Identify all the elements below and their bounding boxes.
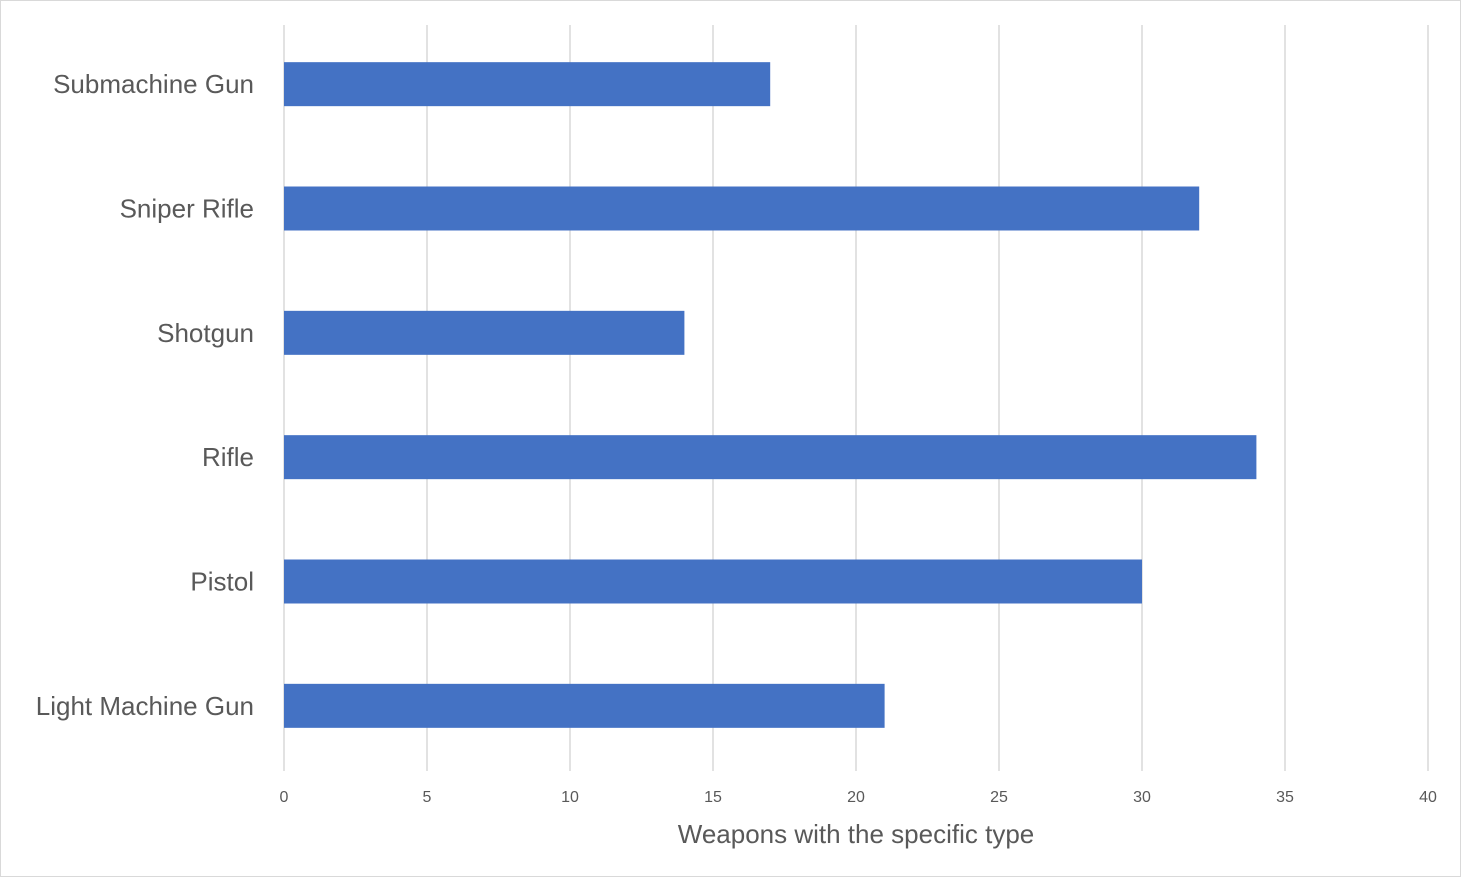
x-tick-label: 20: [847, 789, 865, 806]
category-label: Submachine Gun: [53, 69, 254, 99]
bar: [284, 62, 771, 107]
category-label: Shotgun: [157, 318, 254, 348]
x-axis-title: Weapons with the specific type: [678, 819, 1034, 849]
category-label: Sniper Rifle: [120, 194, 254, 224]
x-tick-label: 10: [561, 789, 579, 806]
bar: [284, 559, 1142, 604]
x-tick-label: 25: [990, 789, 1008, 806]
category-label: Pistol: [190, 567, 254, 597]
x-tick-labels: 0 5 10 15 20 25 30 35 40: [280, 789, 1437, 806]
bar: [284, 186, 1200, 231]
bar: [284, 435, 1257, 480]
x-tick-label: 35: [1276, 789, 1294, 806]
bar: [284, 683, 885, 728]
category-label: Light Machine Gun: [36, 691, 254, 721]
x-tick-label: 5: [423, 789, 432, 806]
x-tick-label: 40: [1419, 789, 1437, 806]
bar: [284, 310, 685, 355]
category-labels: Submachine Gun Sniper Rifle Shotgun Rifle Pi…: [36, 69, 254, 721]
x-tick-label: 15: [704, 789, 722, 806]
grid-lines: [283, 25, 1429, 771]
x-tick-label: 30: [1133, 789, 1151, 806]
category-label: Rifle: [202, 442, 254, 472]
x-tick-label: 0: [280, 789, 289, 806]
bars: [284, 62, 1257, 728]
